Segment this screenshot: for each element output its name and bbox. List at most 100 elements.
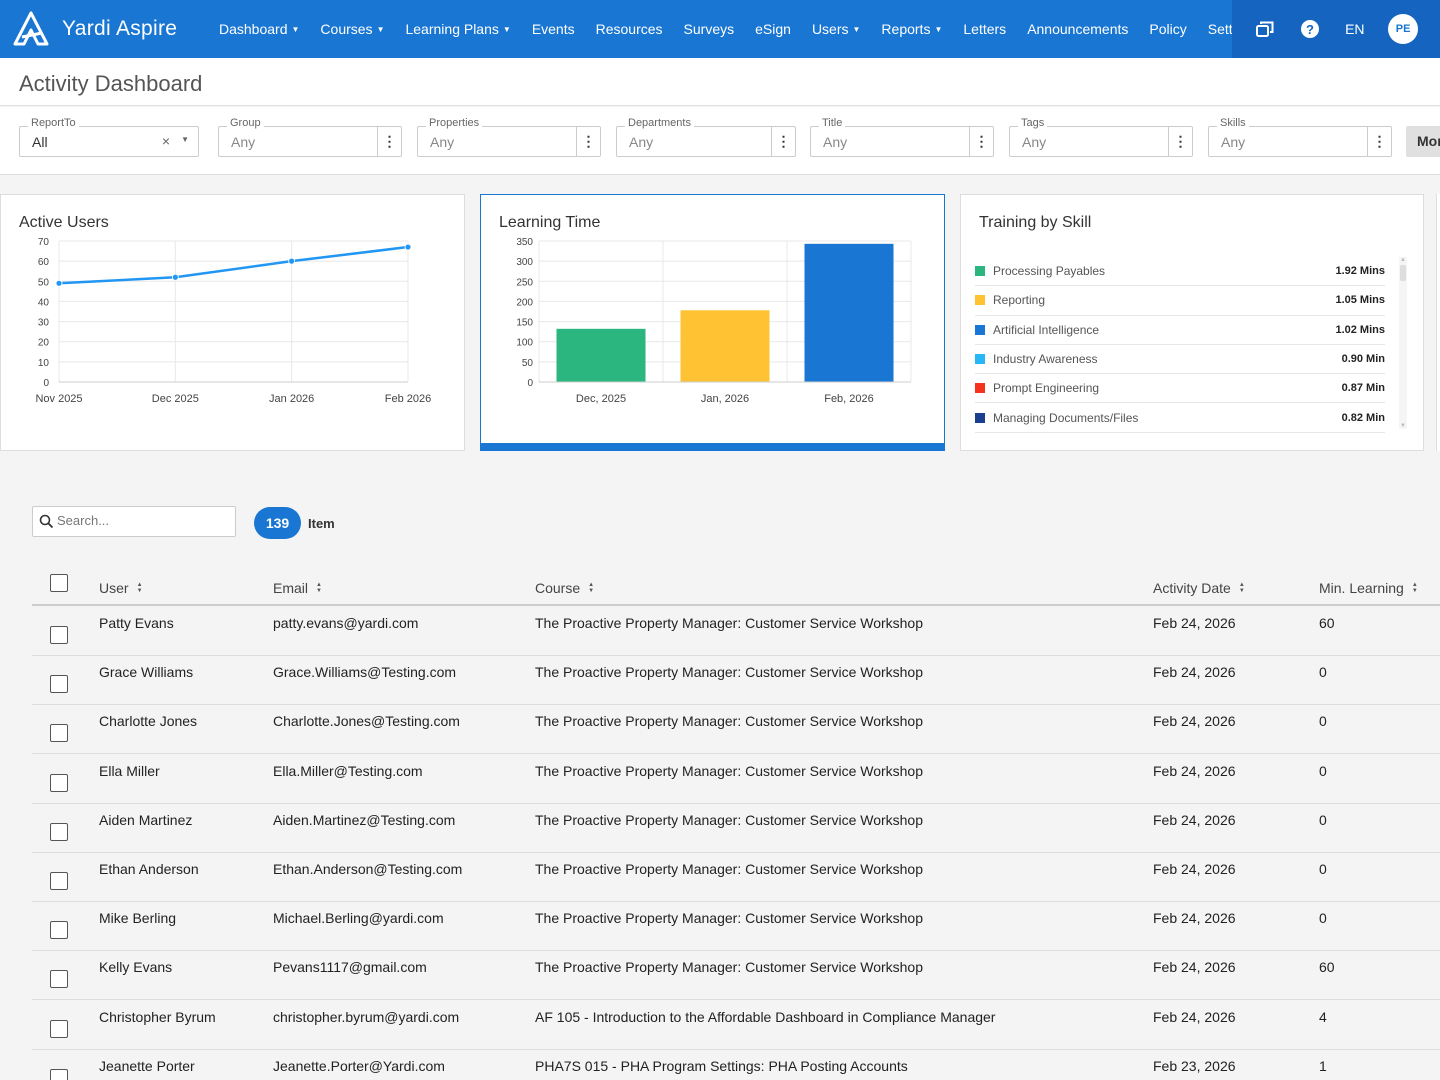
bar[interactable] <box>556 328 646 382</box>
chevron-down-icon[interactable]: ▼ <box>181 135 189 144</box>
kebab-menu-icon[interactable]: ⋮ <box>969 127 993 156</box>
y-tick-label: 200 <box>516 297 533 308</box>
cell-user: Ella Miller <box>99 762 160 779</box>
select-all-checkbox[interactable] <box>50 574 68 592</box>
clear-icon[interactable]: × <box>161 133 170 149</box>
table-row[interactable]: Jeanette Porter Jeanette.Porter@Yardi.com… <box>32 1050 1440 1080</box>
kebab-menu-icon[interactable]: ⋮ <box>1367 127 1391 156</box>
table-row[interactable]: Patty Evans patty.evans@yardi.com The Proa… <box>32 607 1440 656</box>
skill-row[interactable]: Reporting 1.05 Mins <box>975 286 1385 316</box>
bar[interactable] <box>680 310 770 382</box>
filter-reportto[interactable]: ReportTo All × ▼ <box>19 117 199 157</box>
nav-item-reports[interactable]: Reports ▼ <box>881 21 943 37</box>
row-checkbox[interactable] <box>50 872 68 890</box>
data-point[interactable] <box>288 257 296 265</box>
kebab-menu-icon[interactable]: ⋮ <box>771 127 795 156</box>
table-row[interactable]: Kelly Evans Pevans1117@gmail.com The Proac… <box>32 951 1440 1001</box>
filter-group[interactable]: Group Any ⋮ <box>218 117 402 157</box>
scroll-thumb[interactable] <box>1400 265 1406 281</box>
skill-row[interactable]: Prompt Engineering 0.87 Min <box>975 374 1385 404</box>
data-point[interactable] <box>404 243 412 251</box>
data-point[interactable] <box>171 273 179 281</box>
nav-item-surveys[interactable]: Surveys <box>683 21 735 37</box>
skill-row[interactable]: Artificial Intelligence 1.02 Mins <box>975 316 1385 345</box>
row-checkbox[interactable] <box>50 822 68 841</box>
language-selector[interactable]: EN <box>1345 21 1365 37</box>
y-tick-label: 50 <box>38 277 50 288</box>
filter-title[interactable]: Title Any ⋮ <box>810 117 994 157</box>
data-point[interactable] <box>55 279 63 287</box>
user-avatar[interactable]: PE <box>1388 14 1419 44</box>
row-checkbox[interactable] <box>50 724 68 743</box>
skill-row[interactable]: Managing Documents/Files 0.82 Min <box>975 403 1385 433</box>
nav-item-policy[interactable]: Policy <box>1149 21 1187 37</box>
nav-item-dashboard[interactable]: Dashboard ▼ <box>219 21 300 37</box>
row-checkbox[interactable] <box>50 1068 68 1080</box>
filter-value: All <box>32 134 48 150</box>
skill-row[interactable]: Processing Payables 1.92 Mins <box>975 257 1385 287</box>
sort-icon[interactable]: ▲ ▼ <box>316 582 322 594</box>
filter-label: Skills <box>1217 117 1249 129</box>
row-checkbox[interactable] <box>50 675 68 694</box>
skill-color-swatch <box>975 266 985 277</box>
filter-properties[interactable]: Properties Any ⋮ <box>417 117 601 157</box>
cell-date: Feb 24, 2026 <box>1153 910 1236 927</box>
nav-item-events[interactable]: Events <box>531 21 575 37</box>
row-checkbox[interactable] <box>50 773 68 792</box>
nav-item-courses[interactable]: Courses ▼ <box>320 21 385 37</box>
learning-time-card[interactable]: 0 50 100 150 200 250 300 350 Dec, 2025 Jan, 2026 F… <box>480 194 945 451</box>
sort-icon[interactable]: ▲ ▼ <box>1411 582 1418 594</box>
bar[interactable] <box>804 243 894 382</box>
scroll-down-icon[interactable]: ▼ <box>1400 423 1406 429</box>
filter-tags[interactable]: Tags Any ⋮ <box>1009 117 1193 157</box>
help-icon[interactable]: ? <box>1299 18 1321 40</box>
column-header-user[interactable]: User ▲ ▼ <box>99 580 143 596</box>
cell-date: Feb 24, 2026 <box>1153 615 1236 631</box>
filter-skills[interactable]: Skills Any ⋮ <box>1208 117 1392 157</box>
column-header-min-learning[interactable]: Min. Learning ▲ ▼ <box>1319 580 1418 596</box>
cell-course: The Proactive Property Manager: Customer… <box>535 762 924 779</box>
cell-min: 0 <box>1319 861 1327 877</box>
skill-value: 0.82 Min <box>1341 411 1385 424</box>
nav-item-esign[interactable]: eSign <box>755 21 791 37</box>
row-checkbox[interactable] <box>50 626 68 644</box>
table-row[interactable]: Aiden Martinez Aiden.Martinez@Testing.com… <box>32 804 1440 853</box>
nav-item-announcements[interactable]: Announcements <box>1027 21 1129 37</box>
search-box[interactable] <box>32 506 236 537</box>
training-by-skill-card[interactable]: Training by Skill Processing Payables 1.9… <box>960 194 1424 451</box>
search-input[interactable] <box>57 513 227 528</box>
column-header-email[interactable]: Email ▲ ▼ <box>273 580 322 596</box>
sort-icon[interactable]: ▲ ▼ <box>588 582 595 594</box>
row-checkbox[interactable] <box>50 1019 68 1038</box>
table-row[interactable]: Ella Miller Ella.Miller@Testing.com The Pr… <box>32 755 1440 804</box>
table-row[interactable]: Grace Williams Grace.Williams@Testing.com… <box>32 656 1440 706</box>
nav-item-resources[interactable]: Resources <box>595 21 663 37</box>
skill-list-scrollbar[interactable]: ▲ ▼ <box>1399 257 1407 429</box>
caret-down-icon: ▼ <box>376 24 385 34</box>
nav-item-letters[interactable]: Letters <box>963 21 1007 37</box>
nav-item-learning-plans[interactable]: Learning Plans ▼ <box>405 21 511 37</box>
filter-departments[interactable]: Departments Any ⋮ <box>616 117 796 157</box>
table-row[interactable]: Mike Berling Michael.Berling@yardi.com The… <box>32 902 1440 952</box>
windows-icon[interactable] <box>1254 18 1276 40</box>
kebab-menu-icon[interactable]: ⋮ <box>377 127 401 156</box>
kebab-menu-icon[interactable]: ⋮ <box>576 127 600 156</box>
active-users-card[interactable]: 0 10 20 30 40 50 60 70 Nov 2025 Dec 2025 Jan 2026 F… <box>0 194 465 451</box>
skill-row[interactable]: Industry Awareness 0.90 Min <box>975 345 1385 375</box>
table-row[interactable]: Christopher Byrum christopher.byrum@yardi… <box>32 1001 1440 1050</box>
more-filters-button[interactable]: More <box>1406 126 1440 157</box>
sort-icon[interactable]: ▲ ▼ <box>136 582 143 594</box>
row-checkbox[interactable] <box>50 921 68 940</box>
sort-icon[interactable]: ▲ ▼ <box>1238 582 1245 594</box>
kebab-menu-icon[interactable]: ⋮ <box>1168 127 1192 156</box>
scroll-up-icon[interactable]: ▲ <box>1400 257 1406 263</box>
table-row[interactable]: Charlotte Jones Charlotte.Jones@Testing.c… <box>32 705 1440 755</box>
row-checkbox[interactable] <box>50 970 68 989</box>
nav-item-users[interactable]: Users ▼ <box>811 21 861 37</box>
column-header-course[interactable]: Course ▲ ▼ <box>535 580 595 596</box>
column-header-activity-date[interactable]: Activity Date ▲ ▼ <box>1153 580 1245 596</box>
cell-course: The Proactive Property Manager: Customer… <box>535 910 924 927</box>
table-row[interactable]: Ethan Anderson Ethan.Anderson@Testing.com… <box>32 853 1440 902</box>
brand[interactable]: Yardi Aspire <box>12 11 207 47</box>
y-tick-label: 20 <box>38 338 50 349</box>
